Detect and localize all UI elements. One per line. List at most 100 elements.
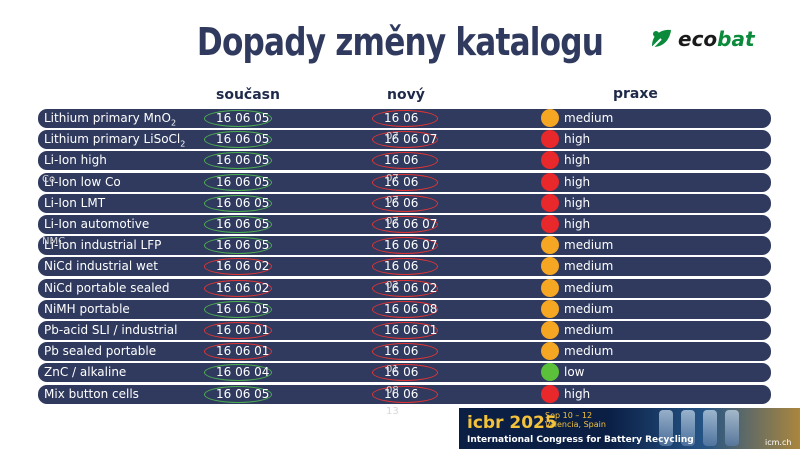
battery-cell-graphic xyxy=(725,410,739,446)
battery-type-label: Li-Ion high xyxy=(44,153,107,167)
new-code: 16 06 xyxy=(384,344,419,359)
status-label: high xyxy=(564,386,591,401)
status-high-dot xyxy=(541,384,559,403)
battery-cell-graphic xyxy=(703,410,717,446)
current-code: 16 06 05 xyxy=(216,153,270,168)
current-code: 16 06 05 xyxy=(216,386,270,401)
current-code: 16 06 05 xyxy=(216,111,270,125)
new-code-highlight xyxy=(372,237,438,255)
new-code-highlight xyxy=(372,194,438,212)
icbr-dates: Sep 10 – 12 Valencia, Spain xyxy=(545,411,606,429)
battery-type-text: Li-Ion industrial LFP xyxy=(44,238,162,253)
new-code-highlight xyxy=(372,322,438,339)
status-label: high xyxy=(564,195,591,210)
status-medium-dot xyxy=(541,299,559,318)
battery-type-text: Li-Ion LMT xyxy=(44,195,106,210)
new-code: 16 06 02 xyxy=(384,280,438,295)
table-row: Li-Ion industrial LFP 16 06 05 16 06 07 med… xyxy=(38,236,771,256)
status-medium-dot xyxy=(541,342,559,361)
current-code-highlight xyxy=(204,216,272,233)
battery-type-text: NiCd industrial wet xyxy=(44,259,158,274)
battery-type-text: NiMH portable xyxy=(44,301,130,316)
battery-type-subscript: 2 xyxy=(170,118,177,128)
code-overflow-fragment: 08 xyxy=(386,385,399,396)
new-code-highlight xyxy=(372,110,438,127)
battery-type-text: Mix button cells xyxy=(44,386,139,401)
current-code: 16 06 05 xyxy=(216,174,270,189)
current-code-highlight xyxy=(204,343,272,361)
status-label: medium xyxy=(564,301,614,316)
battery-type-text: Lithium primary MnO xyxy=(44,111,171,125)
current-code: 16 06 05 xyxy=(216,195,270,210)
ecobat-logo: ecobat xyxy=(648,24,755,54)
current-code: 16 06 05 xyxy=(216,132,270,147)
table-row: Lithium primary MnO2 16 06 05 16 06 medium xyxy=(38,109,771,128)
status-label: medium xyxy=(564,323,614,337)
code-overflow-fragment: 07 xyxy=(386,173,399,184)
new-code-highlight xyxy=(372,385,438,403)
ecobat-logo-text: ecobat xyxy=(678,27,755,51)
new-code: 16 06 xyxy=(384,365,419,380)
battery-type-label: NiMH portable xyxy=(44,302,130,316)
code-overflow-fragment: 07 xyxy=(386,131,399,142)
battery-type-label: Pb sealed portable xyxy=(44,344,156,358)
name-overflow-fragment: NMC xyxy=(42,236,66,247)
battery-type-text: ZnC / alkaline xyxy=(44,365,127,380)
new-code: 16 06 07 xyxy=(384,217,438,231)
battery-type-text: Li-Ion automotive xyxy=(44,217,150,231)
status-label: medium xyxy=(564,280,614,295)
battery-type-label: NiCd industrial wet xyxy=(44,259,158,273)
code-overflow-fragment: 01 xyxy=(386,364,399,375)
current-code: 16 06 01 xyxy=(216,323,270,337)
icbr-logo: icbr 2025 xyxy=(467,413,557,433)
status-high-dot xyxy=(541,130,559,149)
new-code: 16 06 xyxy=(384,386,419,401)
page-title: Dopady změny katalogu xyxy=(196,20,604,64)
new-code-highlight xyxy=(372,364,438,382)
current-code-highlight xyxy=(204,110,272,127)
current-code: 16 06 04 xyxy=(216,365,270,380)
battery-type-label: Lithium primary MnO2 xyxy=(44,111,176,127)
status-label: high xyxy=(564,153,591,168)
column-header-current: současn xyxy=(216,87,280,103)
status-label: medium xyxy=(564,238,614,253)
icbr-banner[interactable]: icbr 2025 Sep 10 – 12 Valencia, Spain In… xyxy=(459,408,800,449)
current-code-highlight xyxy=(204,194,272,212)
battery-type-text: Li-Ion high xyxy=(44,153,107,168)
new-code: 16 06 xyxy=(384,111,419,125)
icbr-description: International Congress for Battery Recyc… xyxy=(467,435,694,445)
current-code: 16 06 05 xyxy=(216,238,270,253)
status-label: high xyxy=(564,174,591,189)
new-code: 16 06 07 xyxy=(384,238,438,253)
current-code-highlight xyxy=(204,364,272,382)
battery-type-subscript: 2 xyxy=(180,139,186,149)
new-code: 16 06 08 xyxy=(384,301,438,316)
status-label: medium xyxy=(564,259,614,274)
table-row: Li-Ion low Co 16 06 05 16 06 high xyxy=(38,172,771,192)
new-code: 16 06 xyxy=(384,195,419,210)
current-code-highlight xyxy=(204,152,272,170)
status-label: high xyxy=(564,132,591,147)
status-medium-dot xyxy=(541,236,559,255)
battery-type-text: Pb sealed portable xyxy=(44,344,157,359)
status-label: high xyxy=(564,217,591,231)
new-code: 16 06 xyxy=(384,259,419,274)
new-code-highlight xyxy=(372,300,438,318)
battery-type-label: Li-Ion LMT xyxy=(44,196,105,210)
battery-type-text: Li-Ion low Co xyxy=(44,174,121,189)
icbr-date-range: Sep 10 – 12 xyxy=(545,411,593,420)
current-code: 16 06 01 xyxy=(216,344,270,359)
current-code-highlight xyxy=(204,131,272,149)
new-code: 16 06 07 xyxy=(384,132,438,147)
battery-cell-graphic xyxy=(659,410,673,446)
status-medium-dot xyxy=(541,109,559,127)
battery-type-label: Mix button cells xyxy=(44,387,139,401)
icbr-site-link[interactable]: icm.ch xyxy=(765,438,792,447)
new-code: 16 06 xyxy=(384,174,419,189)
current-code-highlight xyxy=(204,322,272,339)
new-code-highlight xyxy=(372,216,438,233)
battery-type-label: Li-Ion automotive xyxy=(44,217,149,231)
status-medium-dot xyxy=(541,278,559,297)
new-code-highlight xyxy=(372,343,438,361)
battery-type-text: NiCd portable sealed xyxy=(44,280,170,295)
